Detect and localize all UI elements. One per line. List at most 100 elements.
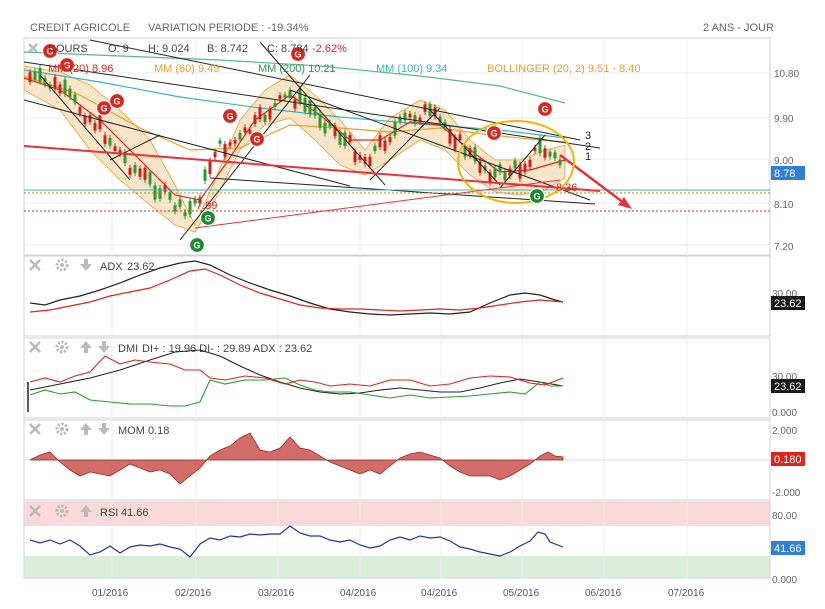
sell-signal-letter: G (113, 97, 120, 107)
sell-signal-circle (289, 45, 307, 63)
candle-body (508, 168, 512, 177)
candle-body (68, 88, 72, 97)
sell-signal[interactable]: G (221, 107, 239, 125)
candle-body (413, 115, 417, 124)
candle-body (63, 79, 67, 94)
gear-icon[interactable] (55, 340, 69, 354)
mom-y-tick: 2.000 (772, 426, 797, 437)
sell-signal[interactable]: G (536, 100, 554, 118)
buy-signal[interactable]: G (199, 209, 217, 227)
dmi-y-tick: 30.00 (772, 372, 797, 383)
candle-body (28, 72, 32, 82)
move-up-icon[interactable] (80, 341, 92, 353)
y-tick: 9.00 (774, 156, 794, 167)
sell-signal[interactable]: G (95, 99, 113, 117)
sell-signal[interactable]: G (108, 92, 126, 110)
candle-body (33, 71, 37, 80)
candle-body (458, 134, 462, 140)
panel-toolbars (29, 258, 110, 518)
channel-label-3: 3 (585, 130, 591, 142)
candle-body (408, 113, 412, 118)
buy-signal[interactable]: G (188, 236, 206, 254)
candle-body (263, 114, 267, 122)
move-up-icon[interactable] (80, 505, 92, 517)
legend-bollinger: BOLLINGER (20, 2) 9.51 - 8.40 (487, 63, 640, 75)
gear-icon[interactable] (55, 504, 69, 518)
rsi-value: 41.66 (121, 507, 149, 519)
rsi-label: RSI (100, 507, 118, 519)
adx-line-black (29, 260, 564, 316)
candle-body (58, 84, 62, 94)
sell-signal-circle (95, 99, 113, 117)
sell-signal[interactable]: G (58, 56, 76, 74)
sell-signal[interactable]: G (485, 124, 503, 142)
adx-value: 23.62 (127, 261, 155, 273)
candle-body (558, 159, 562, 166)
candle-body (323, 122, 327, 134)
candle-body (233, 139, 237, 144)
y-tick: 8.10 (774, 200, 794, 211)
x-tick: 03/2016 (258, 588, 295, 599)
dmi-badge-value: 23.62 (774, 381, 802, 393)
gear-icon[interactable] (55, 422, 69, 436)
legend-low: B: 8.742 (207, 43, 248, 55)
sell-signal[interactable]: G (248, 130, 266, 148)
move-down-icon[interactable] (80, 259, 92, 271)
candle-body (418, 117, 422, 122)
candle-body (223, 144, 227, 158)
sell-signal[interactable]: G (289, 45, 307, 63)
rsi-line (29, 525, 564, 558)
buy-signal-letter: G (193, 241, 200, 251)
buy-signal[interactable]: G (528, 187, 546, 205)
adx-badge-value: 23.62 (774, 298, 802, 310)
candle-body (543, 148, 547, 158)
sell-signal[interactable]: G (41, 42, 59, 60)
dmi-y-tick: 0.000 (772, 408, 797, 419)
candle-body (173, 205, 177, 212)
period-variation: VARIATION PERIODE : -19.34% (148, 22, 309, 34)
move-up-icon[interactable] (80, 423, 92, 435)
candle-body (518, 164, 522, 179)
candle-body (303, 97, 307, 112)
close-icon[interactable] (29, 423, 41, 435)
buy-signal-letter: G (533, 192, 540, 202)
candle-body (533, 147, 537, 152)
candle-body (118, 149, 122, 155)
sell-signal-letter: G (490, 129, 497, 139)
candle-body (538, 138, 542, 154)
candle-body (363, 156, 367, 164)
period-selector[interactable]: 2 ANS - JOUR (703, 22, 774, 34)
forecast-arrow-head (618, 197, 632, 209)
rsi-oversold-zone (24, 556, 770, 578)
move-down-icon[interactable] (98, 423, 110, 435)
dmi-diminus-line (29, 355, 564, 387)
adx-badge (771, 296, 805, 310)
x-tick: 02/2016 (175, 588, 212, 599)
stock-title: CREDIT AGRICOLE (30, 22, 131, 34)
candle-body (523, 163, 527, 173)
gear-icon[interactable] (55, 258, 69, 272)
sell-signal-letter: G (63, 61, 70, 71)
candle-body (528, 159, 532, 168)
rsi-y-tick: 80.00 (772, 511, 797, 522)
close-icon[interactable] (28, 43, 38, 53)
x-tick: 04/2016 (421, 588, 458, 599)
candle-body (493, 167, 497, 178)
candle-body (453, 136, 457, 150)
candle-body (553, 152, 557, 159)
close-icon[interactable] (29, 505, 41, 517)
candle-body (438, 116, 442, 123)
candle-body (253, 115, 257, 124)
move-down-icon[interactable] (98, 341, 110, 353)
rsi-badge-value: 41.66 (774, 543, 802, 555)
close-icon[interactable] (29, 341, 41, 353)
candle-body (318, 113, 322, 128)
sell-signal-letter: G (294, 50, 301, 60)
candle-body (333, 125, 337, 137)
buy-signal-letter: G (204, 214, 211, 224)
dmi-values: DI+ : 19.96 DI- : 29.89 ADX : 23.62 (142, 343, 312, 355)
close-icon[interactable] (29, 259, 41, 271)
candle-body (143, 167, 147, 180)
trend-lines (24, 39, 601, 241)
rsi-overbought-zone (24, 502, 770, 526)
